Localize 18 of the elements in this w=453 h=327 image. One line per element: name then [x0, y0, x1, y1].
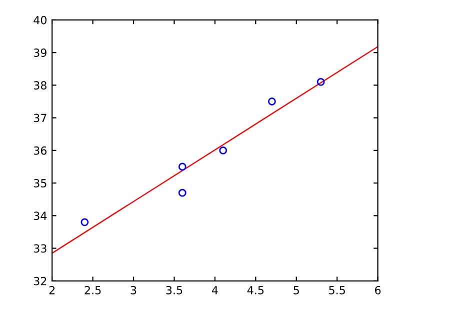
x-tick-label: 4: [212, 286, 218, 294]
y-tick-label: 35: [34, 179, 46, 188]
x-tick-label: 5.5: [329, 286, 345, 294]
y-tick-label: 34: [34, 212, 47, 220]
x-tick-label: 2: [49, 286, 55, 294]
y-tick-label: 33: [34, 244, 46, 253]
x-tick-label: 3: [130, 286, 136, 294]
y-tick-label: 32: [34, 276, 46, 286]
x-tick-label: 5: [294, 286, 299, 294]
y-tick-label: 40: [34, 16, 46, 24]
x-tick-label: 6: [375, 286, 381, 294]
y-tick-label: 39: [34, 48, 46, 57]
y-tick-label: 37: [34, 114, 46, 122]
y-tick-label: 38: [34, 81, 46, 90]
x-tick-label: 4.5: [247, 286, 264, 294]
x-tick-label: 2.5: [84, 286, 101, 294]
x-tick-label: 3.5: [166, 286, 182, 294]
y-tick-label: 36: [34, 146, 47, 155]
